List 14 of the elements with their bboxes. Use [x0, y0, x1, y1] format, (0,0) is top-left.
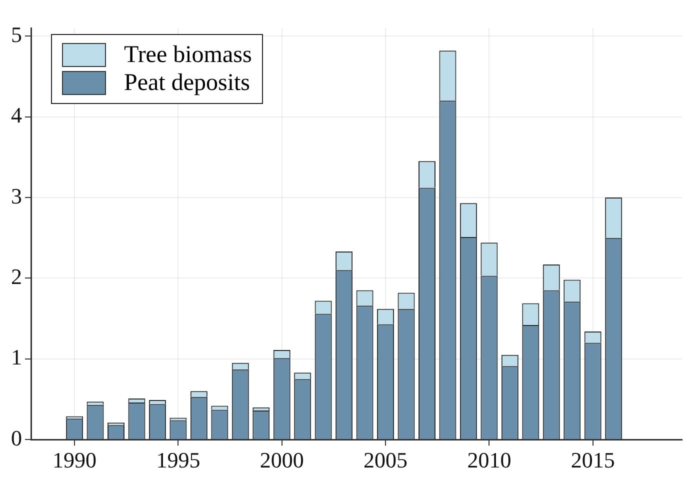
x-tick-label: 1995 — [156, 448, 200, 473]
legend-label: Tree biomass — [124, 41, 252, 69]
x-tick-label: 1990 — [52, 448, 97, 473]
y-tick-label: 5 — [11, 22, 22, 47]
x-tick-label: 2005 — [364, 448, 408, 473]
y-tick-label: 0 — [11, 425, 22, 450]
y-tick-label: 3 — [11, 183, 22, 208]
x-tick-label: 2000 — [260, 448, 304, 473]
x-tick-label: 2010 — [467, 448, 512, 473]
y-tick-label: 1 — [11, 344, 22, 370]
y-tick-label: 2 — [11, 264, 22, 289]
legend-label: Peat deposits — [124, 69, 250, 97]
x-tick-label: 2015 — [570, 448, 615, 473]
y-tick-label: 4 — [11, 102, 22, 128]
